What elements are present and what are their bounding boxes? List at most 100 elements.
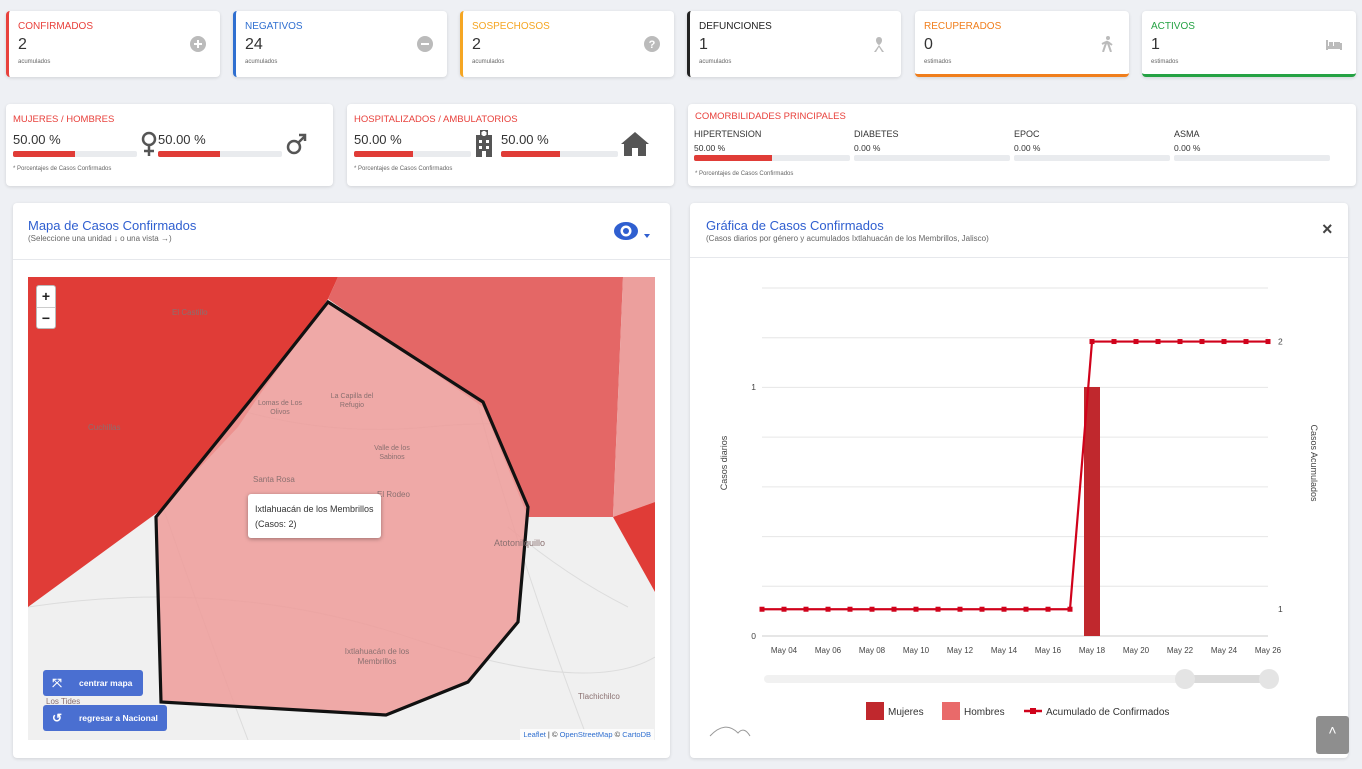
x-tick-label: May 12 (947, 646, 974, 655)
comorbidity-bar (1174, 155, 1330, 161)
tooltip-name: Ixtlahuacán de los Membrillos (255, 504, 374, 514)
line-point (1067, 606, 1073, 612)
range-selected (1185, 675, 1269, 683)
region-northeast[interactable] (613, 277, 655, 517)
stat-value: 0 (924, 36, 933, 53)
range-handle-right (1259, 669, 1279, 689)
attribution-sep: | © (545, 730, 560, 739)
x-tick-label: May 18 (1079, 646, 1106, 655)
chart-title: Gráfica de Casos Confirmados (706, 218, 884, 233)
stat-value: 1 (699, 36, 708, 53)
view-selector-eye-icon[interactable] (613, 220, 653, 244)
map-tooltip: Ixtlahuacán de los Membrillos (Casos: 2) (248, 494, 381, 538)
plus-circle-icon (190, 36, 206, 52)
map-subtitle: (Seleccione una unidad ↓ o una vista →) (28, 234, 172, 243)
stat-label: DEFUNCIONES (699, 21, 772, 32)
map-place-label: La Capilla del Refugio (330, 393, 374, 409)
line-point (1177, 339, 1183, 345)
comorbidity-bar (1014, 155, 1170, 161)
attribution-sep: © (612, 730, 623, 739)
region-northwest[interactable] (28, 277, 338, 607)
comorbidity-value: 0.00 % (1014, 143, 1041, 153)
comorbidity-name: EPOC (1014, 129, 1040, 139)
cases-chart: 0 1 1 2 Casos diarios Casos Acumulados May 04 M… (709, 287, 1319, 737)
legend-swatch (942, 702, 960, 720)
carto-link[interactable]: CartoDB (622, 730, 651, 739)
region-east[interactable] (613, 502, 655, 592)
map-title: Mapa de Casos Confirmados (28, 218, 197, 233)
map-place-label: Lomas de Los Olivos (258, 400, 302, 416)
x-tick-label: May 26 (1255, 646, 1282, 655)
comorbidities-foot: * Porcentajes de Casos Confirmados (695, 171, 794, 177)
legend-label: Mujeres (888, 707, 924, 718)
legend-label: Hombres (964, 707, 1005, 718)
stat-card-confirmados: CONFIRMADOS 2 acumulados (6, 11, 220, 77)
ambulatorios-pct: 50.00 % (501, 132, 549, 147)
stat-value: 2 (472, 36, 481, 53)
line-point (891, 606, 897, 612)
male-icon (286, 133, 307, 155)
comorbidity-value: 50.00 % (694, 143, 726, 153)
map-divider (13, 259, 670, 260)
minus-circle-icon (417, 36, 433, 52)
compress-icon: ⤧ (52, 676, 62, 690)
osm-link[interactable]: OpenStreetMap (559, 730, 613, 739)
stat-label: SOSPECHOSOS (472, 21, 550, 32)
female-icon (141, 131, 157, 156)
stat-label: CONFIRMADOS (18, 21, 93, 32)
close-chart-button[interactable]: × (1322, 219, 1333, 239)
x-tick-label: May 06 (815, 646, 842, 655)
hospital-foot: * Porcentajes de Casos Confirmados (354, 166, 453, 172)
bed-icon (1326, 40, 1342, 50)
y2-axis-label: Casos Acumulados (1309, 424, 1319, 502)
back-national-label: regresar a Nacional (79, 713, 158, 723)
leaflet-link[interactable]: Leaflet (523, 730, 546, 739)
line-point (1001, 606, 1007, 612)
line-point (869, 606, 875, 612)
line-acumulado (762, 340, 1268, 611)
stat-label: NEGATIVOS (245, 21, 303, 32)
map-place-label: Tlachichilco (578, 692, 620, 701)
y-axis-label: Casos diarios (719, 435, 729, 490)
map-attribution: Leaflet | © OpenStreetMap © CartoDB (520, 729, 654, 740)
mujeres-pct: 50.00 % (13, 132, 61, 147)
x-tick-label: May 24 (1211, 646, 1238, 655)
home-icon (621, 132, 649, 156)
hospital-label: HOSPITALIZADOS / AMBULATORIOS (354, 114, 518, 125)
line-point (781, 606, 787, 612)
comorbidities-card: COMORBILIDADES PRINCIPALES HIPERTENSION 5… (688, 104, 1356, 186)
ambulatorios-bar (501, 151, 618, 157)
center-map-label: centrar mapa (79, 678, 133, 688)
x-tick-label: May 08 (859, 646, 886, 655)
stat-sub: estimados (924, 59, 952, 65)
chart-panel (690, 203, 1348, 758)
line-point (803, 606, 809, 612)
back-national-button[interactable]: ↺ regresar a Nacional (43, 705, 167, 731)
x-tick-label: May 22 (1167, 646, 1194, 655)
y2-tick-label: 2 (1278, 337, 1283, 347)
stat-card-activos: ACTIVOS 1 estimados (1142, 11, 1356, 77)
legend-label: Acumulado de Confirmados (1046, 707, 1169, 718)
center-map-button[interactable]: ⤧ centrar mapa (43, 670, 143, 696)
comorbidity-name: ASMA (1174, 129, 1200, 139)
bar-mujeres (1084, 387, 1100, 636)
stat-sub: acumulados (699, 59, 732, 65)
hospital-icon (476, 130, 492, 157)
line-point (935, 606, 941, 612)
comorbidity-value: 0.00 % (854, 143, 881, 153)
zoom-in-button[interactable]: + (41, 288, 51, 304)
map-place-label: El Castillo (172, 308, 208, 317)
line-point (979, 606, 985, 612)
stat-card-negativos: NEGATIVOS 24 acumulados (233, 11, 447, 77)
stat-value: 2 (18, 36, 27, 53)
line-point (1199, 339, 1205, 345)
stat-label: RECUPERADOS (924, 21, 1002, 32)
legend-swatch (1030, 708, 1036, 714)
undo-icon: ↺ (51, 711, 63, 725)
y-tick-label: 0 (751, 631, 756, 641)
hospitalizados-bar (354, 151, 471, 157)
scroll-top-button[interactable]: ˄ (1316, 716, 1349, 754)
zoom-out-button[interactable]: − (37, 307, 55, 328)
gender-card: MUJERES / HOMBRES 50.00 % 50.00 % * Porc… (6, 104, 333, 186)
map-place-label: El Rodeo (377, 490, 410, 499)
